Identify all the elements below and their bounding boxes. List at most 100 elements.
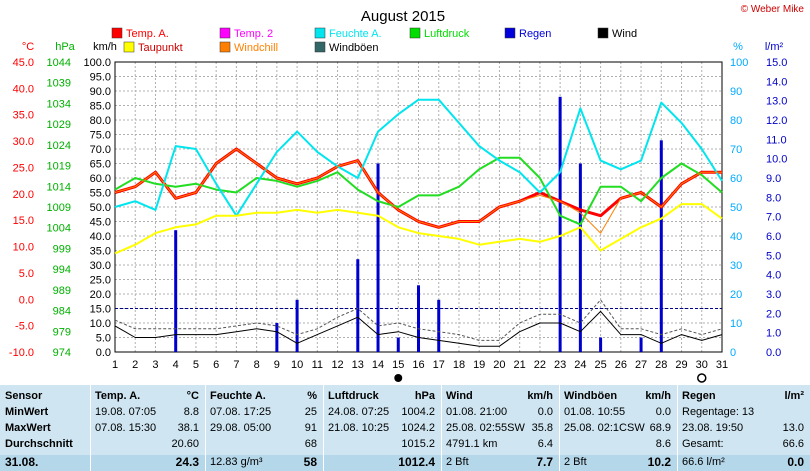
axis-label-celsius: °C <box>22 41 34 53</box>
tick-label-kmh: 30.0 <box>90 260 111 272</box>
tick-label-hpa: 1009 <box>47 202 71 214</box>
stats-value: 91 <box>304 422 317 434</box>
tick-label-celsius: -10.0 <box>9 347 34 359</box>
tick-label-rain: 13.0 <box>766 96 787 108</box>
stats-current-date: 31.08. <box>5 455 39 469</box>
series-line-windb-en <box>114 299 723 341</box>
legend: Temp. A. Temp. 2 Feuchte A. Luftdruck Regen W… <box>111 27 637 54</box>
x-tick-label: 26 <box>615 359 627 371</box>
tick-label-percent: 0 <box>730 347 736 359</box>
stats-unit: km/h <box>645 390 671 402</box>
tick-label-percent: 30 <box>730 260 742 272</box>
legend-swatch <box>123 41 135 53</box>
tick-label-hpa: 1014 <box>47 181 71 193</box>
x-tick-label: 13 <box>352 359 364 371</box>
tick-label-kmh: 50.0 <box>90 202 111 214</box>
x-tick-label: 23 <box>554 359 566 371</box>
stats-row-label: Durchschnitt <box>5 438 73 450</box>
tick-label-kmh: 0.0 <box>96 347 111 359</box>
tick-label-kmh: 70.0 <box>90 144 111 156</box>
stats-value: 68.9 <box>649 422 671 434</box>
tick-label-celsius: 30.0 <box>13 136 34 148</box>
credit: © Weber Mike <box>740 4 804 15</box>
stats-detail: 19.08. 07:05 <box>95 406 157 418</box>
x-tick-label: 21 <box>514 359 526 371</box>
tick-label-celsius: 25.0 <box>13 162 34 174</box>
stats-detail: 01.08. 21:00 <box>446 406 508 418</box>
x-tick-label: 28 <box>655 359 667 371</box>
tick-label-hpa: 999 <box>53 243 71 255</box>
tick-label-kmh: 90.0 <box>90 86 111 98</box>
axis-label-rain: l/m² <box>765 41 784 53</box>
stats-value: 35.8 <box>531 422 553 434</box>
stats-detail: 07.08. 17:25 <box>210 406 272 418</box>
stats-unit: °C <box>186 390 199 402</box>
stats-header: Windböen <box>564 390 618 402</box>
stats-detail: 01.08. 10:55 <box>564 406 626 418</box>
stats-value: 6.4 <box>537 438 553 450</box>
weather-chart: August 2015 Temp. A. Temp. 2 Feuchte A. Luf… <box>9 8 787 383</box>
rain-bar <box>356 259 360 352</box>
tick-label-rain: 8.0 <box>766 192 781 204</box>
x-tick-label: 19 <box>473 359 485 371</box>
tick-label-kmh: 75.0 <box>90 130 111 142</box>
tick-label-rain: 14.0 <box>766 76 787 88</box>
tick-label-rain: 1.0 <box>766 328 781 340</box>
stats-detail: 24.08. 07:25 <box>328 406 390 418</box>
stats-detail: 29.08. 05:00 <box>210 422 272 434</box>
stats-current-value: 10.2 <box>647 455 671 469</box>
stats-current-value: 7.7 <box>536 455 553 469</box>
legend-swatch <box>504 27 516 39</box>
stats-value: 38.1 <box>177 422 199 434</box>
stats-current-value: 24.3 <box>175 455 199 469</box>
stats-unit: l/m² <box>784 390 804 402</box>
series-line-taupunkt <box>114 203 723 255</box>
tick-label-percent: 100 <box>730 57 748 69</box>
tick-label-celsius: 0.0 <box>19 294 34 306</box>
stats-header: Regen <box>682 390 716 402</box>
tick-label-kmh: 40.0 <box>90 231 111 243</box>
rain-bar <box>639 337 643 352</box>
tick-label-kmh: 5.0 <box>96 333 111 345</box>
legend-label: Temp. A. <box>126 28 169 40</box>
stats-detail: 25.08. 02:55SW <box>446 422 525 434</box>
stats-value: 13.0 <box>782 422 804 434</box>
tick-label-hpa: 1034 <box>47 98 71 110</box>
tick-label-kmh: 35.0 <box>90 246 111 258</box>
stats-last-row-bg <box>0 455 810 471</box>
tick-label-kmh: 85.0 <box>90 101 111 113</box>
tick-label-rain: 10.0 <box>766 154 787 166</box>
legend-swatch <box>111 27 123 39</box>
x-tick-label: 8 <box>254 359 260 371</box>
x-tick-label: 16 <box>412 359 424 371</box>
tick-label-rain: 9.0 <box>766 173 781 185</box>
legend-swatch <box>219 41 231 53</box>
tick-label-celsius: 5.0 <box>19 268 34 280</box>
stats-value: 0.0 <box>537 406 553 418</box>
rain-bar <box>275 323 279 352</box>
tick-label-percent: 70 <box>730 144 742 156</box>
tick-label-rain: 7.0 <box>766 212 781 224</box>
x-tick-label: 31 <box>716 359 728 371</box>
tick-label-rain: 4.0 <box>766 270 781 282</box>
stats-column: Wind km/h 01.08. 21:00 0.0 25.08. 02:55SW 35.… <box>441 385 560 471</box>
x-tick-label: 20 <box>493 359 505 371</box>
rain-bar <box>295 299 299 352</box>
tick-label-kmh: 95.0 <box>90 72 111 84</box>
full-moon-icon <box>697 373 707 383</box>
tick-label-hpa: 984 <box>53 306 71 318</box>
tick-label-celsius: 15.0 <box>13 215 34 227</box>
tick-label-kmh: 20.0 <box>90 289 111 301</box>
stats-header: Temp. A. <box>95 390 141 402</box>
stats-column: Temp. A. °C 19.08. 07:05 8.8 07.08. 15:30 38.… <box>90 385 206 471</box>
tick-label-percent: 40 <box>730 231 742 243</box>
tick-label-celsius: 10.0 <box>13 242 34 254</box>
tick-label-rain: 0.0 <box>766 347 781 359</box>
rain-bar <box>558 96 562 352</box>
stats-detail: 07.08. 15:30 <box>95 422 157 434</box>
x-tick-label: 29 <box>675 359 687 371</box>
legend-swatch <box>314 41 326 53</box>
stats-row-label: MinWert <box>5 406 49 418</box>
legend-swatch <box>314 27 326 39</box>
stats-column: Luftdruck hPa 24.08. 07:25 1004.2 21.08. 10:… <box>323 385 442 471</box>
